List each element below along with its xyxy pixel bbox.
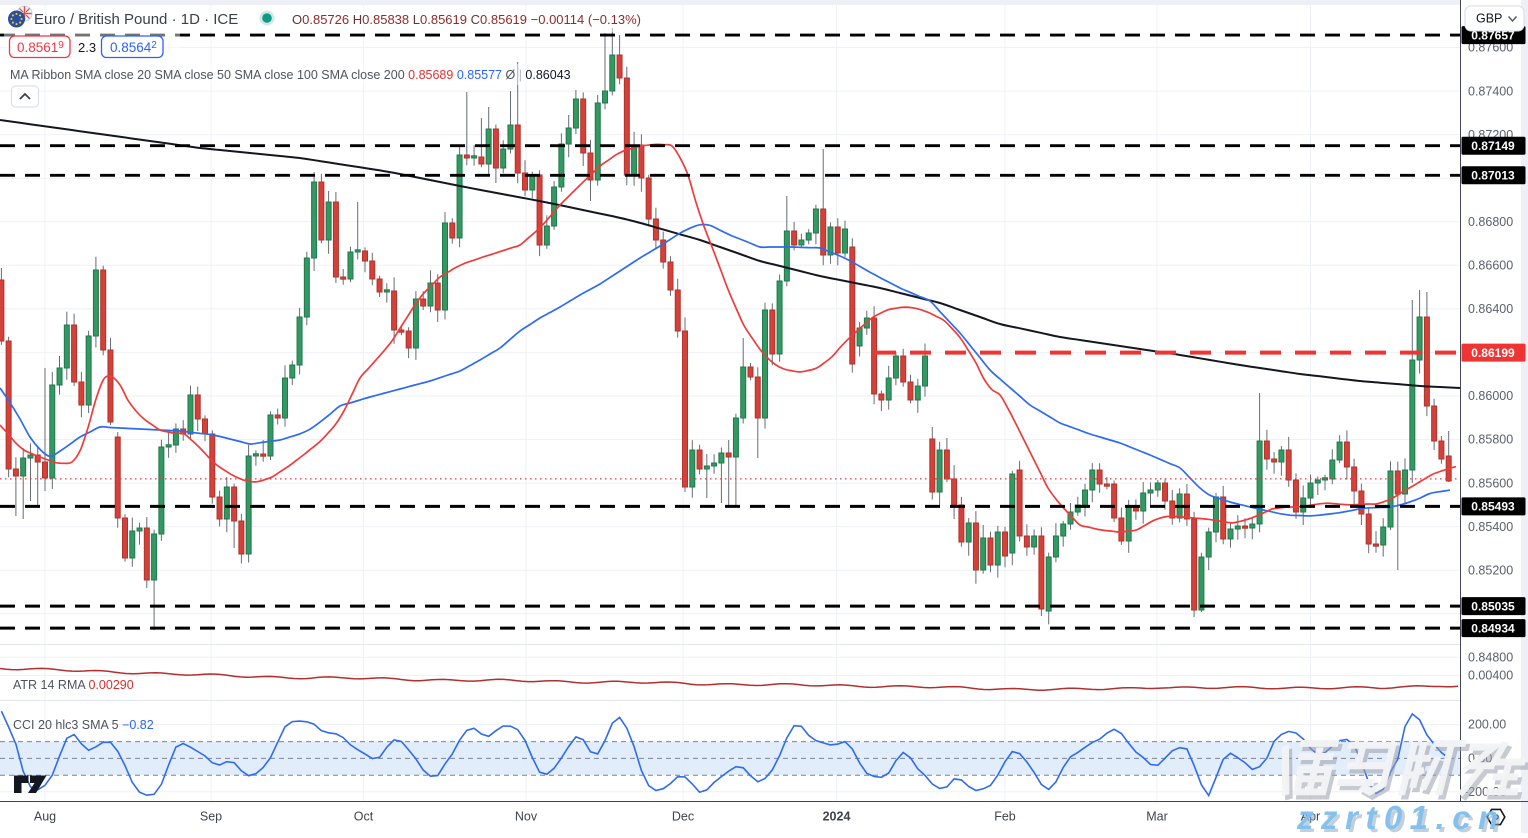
svg-text:200.00: 200.00	[1468, 718, 1506, 732]
svg-text:0.85619: 0.85619	[17, 40, 64, 55]
svg-text:0.85493: 0.85493	[1471, 500, 1515, 514]
svg-text:MA Ribbon SMA close 20 SMA clo: MA Ribbon SMA close 20 SMA close 50 SMA …	[10, 68, 571, 82]
svg-text:Mar: Mar	[1146, 810, 1168, 824]
svg-text:0.86199: 0.86199	[1471, 346, 1515, 360]
svg-text:0.85800: 0.85800	[1468, 433, 1513, 447]
svg-text:Oct: Oct	[354, 810, 374, 824]
svg-text:0.87149: 0.87149	[1471, 139, 1515, 153]
svg-text:Feb: Feb	[994, 810, 1016, 824]
svg-text:0.00400: 0.00400	[1468, 669, 1513, 683]
svg-text:Euro / British Pound · 1D · IC: Euro / British Pound · 1D · ICE	[34, 11, 238, 28]
svg-text:0.85035: 0.85035	[1471, 599, 1515, 613]
svg-text:O0.85726 H0.85838 L0.85619 C0.: O0.85726 H0.85838 L0.85619 C0.85619 −0.0…	[292, 12, 641, 27]
svg-text:ATR 14 RMA 0.00290: ATR 14 RMA 0.00290	[13, 678, 134, 692]
svg-text:Nov: Nov	[515, 810, 538, 824]
svg-text:CCI 20 hlc3 SMA 5 −0.82: CCI 20 hlc3 SMA 5 −0.82	[13, 718, 154, 732]
svg-text:0.86600: 0.86600	[1468, 259, 1513, 273]
svg-text:2024: 2024	[823, 810, 851, 824]
svg-text:0.84934: 0.84934	[1471, 621, 1515, 635]
svg-text:2.3: 2.3	[78, 40, 96, 55]
svg-text:0.87400: 0.87400	[1468, 84, 1513, 98]
svg-text:0.85400: 0.85400	[1468, 520, 1513, 534]
svg-text:0.87013: 0.87013	[1471, 169, 1515, 183]
svg-text:0.85642: 0.85642	[110, 40, 157, 55]
svg-text:0.85200: 0.85200	[1468, 563, 1513, 577]
svg-text:Sep: Sep	[200, 810, 222, 824]
svg-text:0.85600: 0.85600	[1468, 476, 1513, 490]
svg-text:0.86800: 0.86800	[1468, 215, 1513, 229]
svg-text:Dec: Dec	[672, 810, 694, 824]
svg-text:GBP: GBP	[1476, 12, 1502, 26]
svg-text:zzrt01.cn: zzrt01.cn	[1296, 799, 1506, 833]
svg-text:0.84800: 0.84800	[1468, 651, 1513, 665]
svg-text:0.86400: 0.86400	[1468, 302, 1513, 316]
svg-text:Aug: Aug	[34, 810, 56, 824]
svg-text:0.86000: 0.86000	[1468, 389, 1513, 403]
